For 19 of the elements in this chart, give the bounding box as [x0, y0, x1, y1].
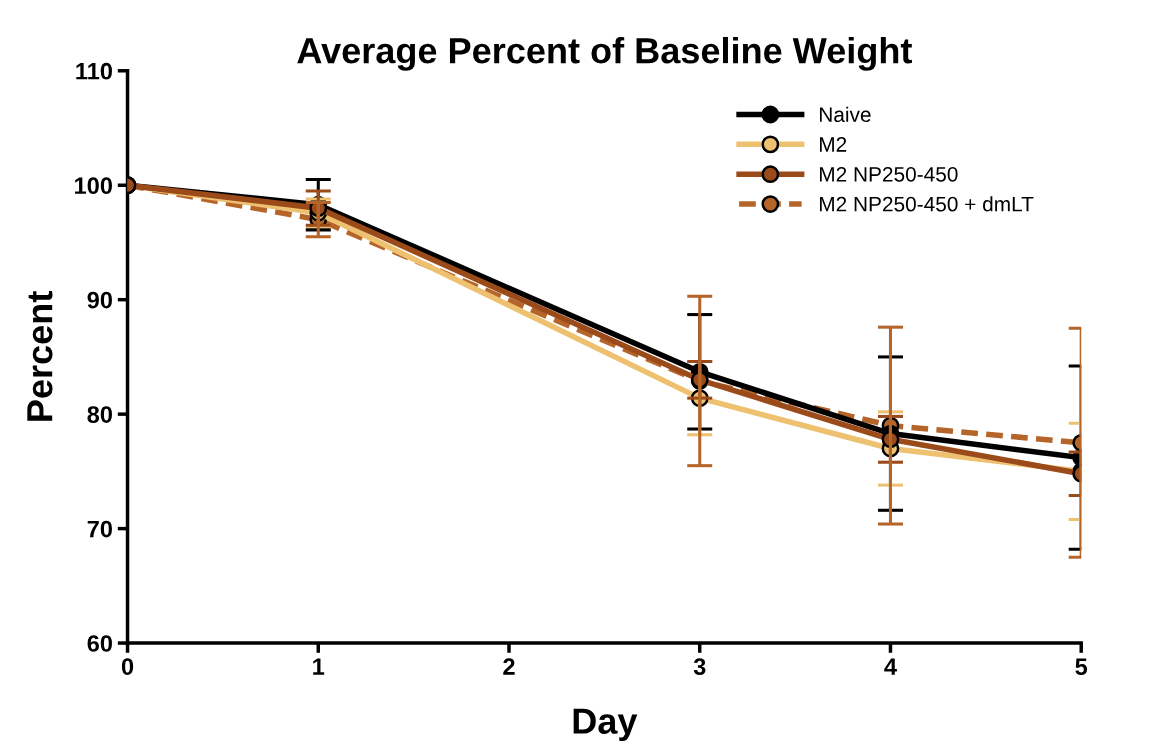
y-tick-label: 60: [87, 635, 112, 652]
y-axis-title: Percent: [27, 291, 53, 421]
x-tick-label: 0: [121, 658, 134, 675]
chart-title: Average Percent of Baseline Weight: [297, 36, 912, 71]
legend-label: M2 NP250-450: [819, 166, 958, 182]
y-tick-label: 80: [87, 406, 112, 423]
y-tick-label: 90: [87, 291, 112, 309]
x-axis-title: Day: [573, 708, 638, 742]
x-tick-label: 3: [693, 658, 706, 676]
legend-label: M2: [819, 137, 847, 152]
legend-label: M2 NP250-450 + dmLT: [819, 196, 1034, 212]
legend-label: Naive: [819, 106, 871, 122]
y-tick-label: 110: [76, 62, 112, 80]
y-tick-label: 70: [87, 520, 112, 538]
y-tick-label: 100: [75, 177, 112, 195]
x-tick-label: 4: [884, 658, 897, 675]
x-tick-label: 2: [503, 658, 515, 675]
x-tick-label: 1: [313, 658, 325, 675]
x-tick-label: 5: [1075, 658, 1088, 675]
